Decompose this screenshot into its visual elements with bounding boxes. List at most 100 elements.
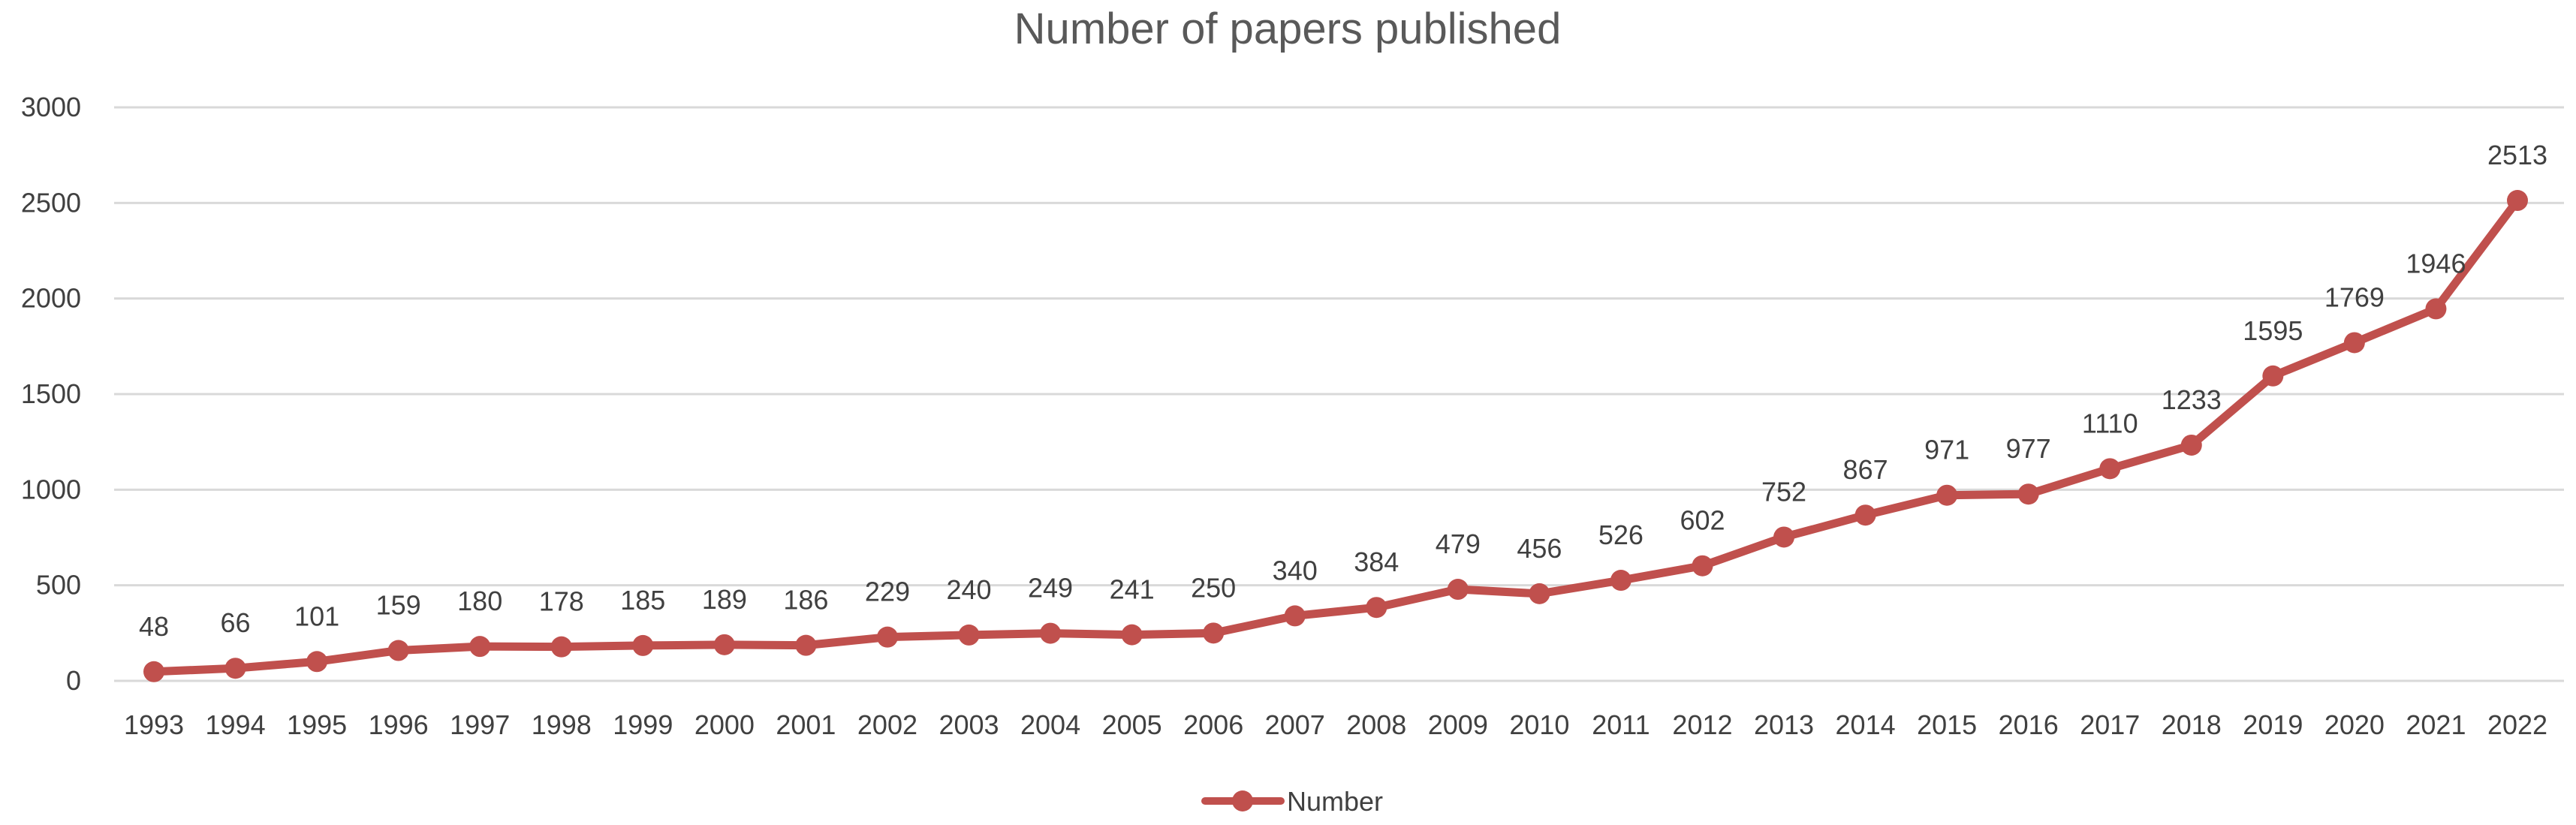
x-tick-label-2007: 2007: [1265, 709, 1325, 740]
x-tick-label-2003: 2003: [939, 709, 999, 740]
data-label-2013: 752: [1761, 476, 1806, 507]
x-tick-label-2000: 2000: [694, 709, 755, 740]
data-point-2018: [2180, 434, 2202, 456]
data-point-2017: [2099, 458, 2121, 480]
x-tick-label-2017: 2017: [2080, 709, 2140, 740]
data-label-1995: 101: [294, 601, 339, 631]
data-label-1999: 185: [620, 585, 665, 616]
data-label-2001: 186: [783, 585, 828, 616]
x-tick-label-2012: 2012: [1672, 709, 1732, 740]
data-label-2022: 2513: [2487, 140, 2547, 170]
y-tick-label-2500: 2500: [21, 187, 81, 218]
data-point-2000: [713, 634, 735, 655]
data-label-2002: 229: [865, 577, 910, 607]
x-tick-label-2004: 2004: [1020, 709, 1080, 740]
data-point-1993: [143, 661, 164, 682]
data-point-2013: [1773, 526, 1795, 548]
data-point-2004: [1040, 622, 1062, 644]
data-point-2006: [1203, 622, 1225, 644]
legend: Number: [1201, 786, 1383, 817]
data-labels: 48 66 101 159 180 178 185 189 186 229 240 249 241 250…: [139, 140, 2547, 642]
x-tick-label-2013: 2013: [1754, 709, 1814, 740]
data-label-2008: 384: [1354, 546, 1399, 577]
y-tick-label-2000: 2000: [21, 283, 81, 314]
data-label-1996: 159: [376, 590, 421, 621]
x-tick-label-2005: 2005: [1102, 709, 1162, 740]
data-point-2022: [2507, 190, 2528, 212]
data-label-2020: 1769: [2324, 282, 2385, 312]
x-tick-label-2020: 2020: [2324, 709, 2385, 740]
data-point-2019: [2262, 365, 2284, 387]
x-tick-label-2018: 2018: [2162, 709, 2222, 740]
data-point-1998: [550, 636, 572, 658]
data-label-2018: 1233: [2162, 384, 2222, 415]
x-tick-label-1994: 1994: [206, 709, 266, 740]
data-point-1996: [387, 640, 409, 661]
data-label-2015: 971: [1924, 435, 1969, 465]
x-tick-label-2016: 2016: [1999, 709, 2059, 740]
data-label-1998: 178: [539, 586, 584, 617]
data-label-1997: 180: [457, 586, 502, 616]
y-tick-label-3000: 3000: [21, 92, 81, 122]
data-point-2008: [1366, 597, 1387, 619]
data-label-2012: 602: [1680, 505, 1725, 536]
x-tick-label-2021: 2021: [2406, 709, 2466, 740]
data-label-2003: 240: [946, 574, 991, 605]
data-point-2020: [2343, 332, 2365, 354]
data-label-2009: 479: [1436, 528, 1481, 559]
x-tick-label-2014: 2014: [1836, 709, 1896, 740]
series-line-number: [149, 196, 2522, 676]
data-point-2016: [2017, 483, 2039, 505]
x-tick-label-2009: 2009: [1428, 709, 1488, 740]
x-tick-label-1997: 1997: [450, 709, 510, 740]
legend-series-label: Number: [1287, 786, 1383, 817]
x-tick-label-2008: 2008: [1346, 709, 1406, 740]
x-tick-label-1999: 1999: [613, 709, 673, 740]
data-point-2007: [1284, 605, 1306, 627]
data-point-2009: [1447, 579, 1469, 601]
data-point-2012: [1692, 555, 1713, 577]
data-point-2015: [1936, 484, 1958, 506]
x-tick-label-1995: 1995: [287, 709, 347, 740]
data-label-2006: 250: [1191, 572, 1236, 603]
series-layer: [143, 190, 2528, 682]
y-axis-tick-labels: 0 500 1000 1500 2000 2500 3000: [21, 92, 81, 696]
data-label-2014: 867: [1843, 454, 1888, 485]
data-point-1999: [632, 634, 654, 656]
x-tick-label-2022: 2022: [2487, 709, 2547, 740]
y-tick-label-500: 500: [36, 570, 81, 601]
data-point-1994: [224, 658, 246, 679]
data-point-1995: [306, 651, 328, 673]
data-label-2007: 340: [1273, 555, 1318, 586]
data-point-2005: [1121, 624, 1143, 646]
x-tick-label-2006: 2006: [1183, 709, 1243, 740]
x-tick-label-1998: 1998: [532, 709, 592, 740]
gridlines: [114, 106, 2564, 682]
data-label-2005: 241: [1110, 574, 1155, 605]
x-tick-label-2001: 2001: [776, 709, 836, 740]
x-tick-label-2002: 2002: [857, 709, 917, 740]
data-label-1993: 48: [139, 611, 169, 642]
data-point-1997: [469, 636, 491, 658]
y-tick-label-0: 0: [66, 665, 81, 696]
x-tick-label-2011: 2011: [1592, 709, 1650, 740]
data-label-2010: 456: [1517, 533, 1562, 564]
chart-title: Number of papers published: [1014, 5, 1562, 53]
data-point-2021: [2425, 298, 2447, 320]
data-label-2000: 189: [702, 584, 747, 615]
x-tick-label-1993: 1993: [124, 709, 184, 740]
y-tick-label-1000: 1000: [21, 474, 81, 504]
data-point-2003: [958, 624, 980, 646]
data-point-2010: [1529, 583, 1550, 604]
data-label-2011: 526: [1598, 519, 1644, 550]
x-tick-label-2019: 2019: [2243, 709, 2303, 740]
y-tick-label-1500: 1500: [21, 378, 81, 409]
data-label-2019: 1595: [2243, 315, 2303, 346]
data-label-2017: 1110: [2082, 408, 2138, 438]
data-label-2016: 977: [2006, 433, 2051, 464]
x-tick-label-2015: 2015: [1917, 709, 1977, 740]
data-point-2014: [1854, 504, 1876, 526]
legend-series-marker: [1232, 790, 1253, 811]
